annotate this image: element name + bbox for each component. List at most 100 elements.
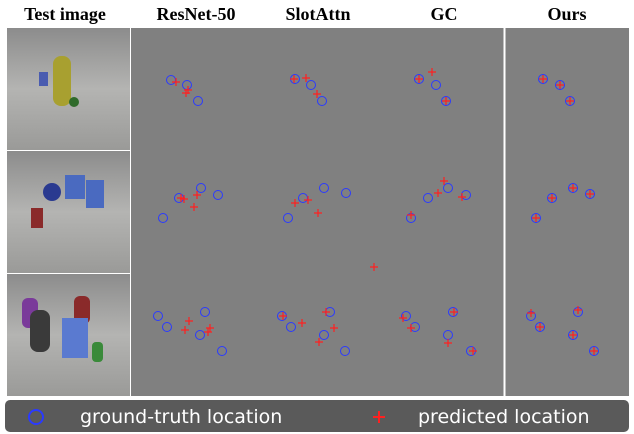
predicted-marker: [190, 203, 198, 211]
ground-truth-marker: [565, 96, 575, 106]
predicted-marker: [556, 81, 564, 89]
predicted-marker: [399, 314, 407, 322]
predicted-marker: [279, 312, 287, 320]
predicted-marker: [291, 199, 299, 207]
predicted-marker: [184, 86, 192, 94]
object: [31, 208, 43, 228]
header: GC: [431, 4, 458, 24]
ground-truth-marker: [535, 322, 545, 332]
object: [39, 72, 48, 86]
predicted-marker: [428, 68, 436, 76]
ground-truth-marker: [317, 96, 327, 106]
predicted-marker: [407, 324, 415, 332]
ground-truth-marker: [286, 322, 296, 332]
predicted-marker: [370, 263, 378, 271]
predicted-marker: [313, 90, 321, 98]
predicted-marker: [193, 191, 201, 199]
ground-truth-marker: [319, 183, 329, 193]
predicted-marker: [569, 331, 577, 339]
predicted-marker: [574, 306, 582, 314]
ground-truth-marker: [441, 96, 451, 106]
ground-truth-marker: [423, 193, 433, 203]
ground-truth-marker: [589, 346, 599, 356]
ground-truth-marker: [555, 80, 565, 90]
prediction-panel: [131, 28, 629, 396]
legend-pred-symbol: [373, 411, 385, 423]
predicted-marker: [330, 324, 338, 332]
predicted-marker: [566, 97, 574, 105]
predicted-marker: [536, 323, 544, 331]
predicted-marker: [469, 347, 477, 355]
ground-truth-marker: [306, 80, 316, 90]
header: SlotAttn: [285, 4, 350, 24]
predicted-marker: [290, 75, 298, 83]
ground-truth-marker: [217, 346, 227, 356]
predicted-marker: [527, 309, 535, 317]
ground-truth-marker: [401, 311, 411, 321]
ground-truth-marker: [153, 311, 163, 321]
object: [65, 175, 85, 199]
predicted-marker: [304, 196, 312, 204]
image: [7, 151, 130, 273]
predicted-marker: [322, 308, 330, 316]
predicted-marker: [315, 338, 323, 346]
predicted-marker: [586, 190, 594, 198]
predicted-marker: [590, 347, 598, 355]
legend-gt-symbol: [28, 409, 44, 425]
predicted-marker: [440, 177, 448, 185]
ground-truth-marker: [547, 193, 557, 203]
header: Test image: [24, 4, 106, 24]
object: [69, 97, 79, 107]
ground-truth-marker: [431, 80, 441, 90]
predicted-marker: [539, 75, 547, 83]
predicted-marker: [434, 189, 442, 197]
legend-label: ground-truth location: [80, 406, 282, 428]
legend-box: [5, 400, 629, 432]
ground-truth-marker: [341, 188, 351, 198]
ground-truth-marker: [193, 96, 203, 106]
predicted-marker: [407, 211, 415, 219]
object: [30, 310, 50, 352]
predicted-marker: [206, 324, 214, 332]
test-images: [7, 28, 130, 396]
object: [74, 296, 90, 324]
ground-truth-marker: [283, 213, 293, 223]
predicted-marker: [532, 214, 540, 222]
location-markers: [153, 68, 599, 356]
predicted-marker: [172, 78, 180, 86]
predicted-marker: [185, 317, 193, 325]
predicted-marker: [444, 339, 452, 347]
legend: ground-truth location predicted location: [5, 400, 629, 432]
predicted-marker: [548, 194, 556, 202]
header: ResNet-50: [157, 4, 236, 24]
ground-truth-marker: [158, 213, 168, 223]
ground-truth-marker: [531, 213, 541, 223]
predicted-marker: [415, 75, 423, 83]
ground-truth-marker: [568, 183, 578, 193]
ground-truth-marker: [568, 330, 578, 340]
ground-truth-marker: [585, 189, 595, 199]
headers: Test image ResNet-50 SlotAttn GC Ours: [24, 4, 586, 24]
predicted-marker: [442, 97, 450, 105]
legend-label: predicted location: [418, 406, 590, 428]
predicted-marker: [298, 319, 306, 327]
predicted-marker: [450, 308, 458, 316]
ground-truth-marker: [195, 330, 205, 340]
ground-truth-marker: [538, 74, 548, 84]
predicted-marker: [181, 326, 189, 334]
object: [92, 342, 103, 362]
object: [62, 318, 88, 358]
ground-truth-marker: [443, 183, 453, 193]
ground-truth-marker: [414, 74, 424, 84]
ground-truth-marker: [162, 322, 172, 332]
predicted-marker: [458, 193, 466, 201]
object: [86, 180, 104, 208]
ground-truth-marker: [200, 307, 210, 317]
ground-truth-marker: [213, 190, 223, 200]
ground-truth-marker: [196, 183, 206, 193]
predicted-marker: [302, 74, 310, 82]
predicted-marker: [314, 209, 322, 217]
ground-truth-marker: [319, 330, 329, 340]
ground-truth-marker: [340, 346, 350, 356]
